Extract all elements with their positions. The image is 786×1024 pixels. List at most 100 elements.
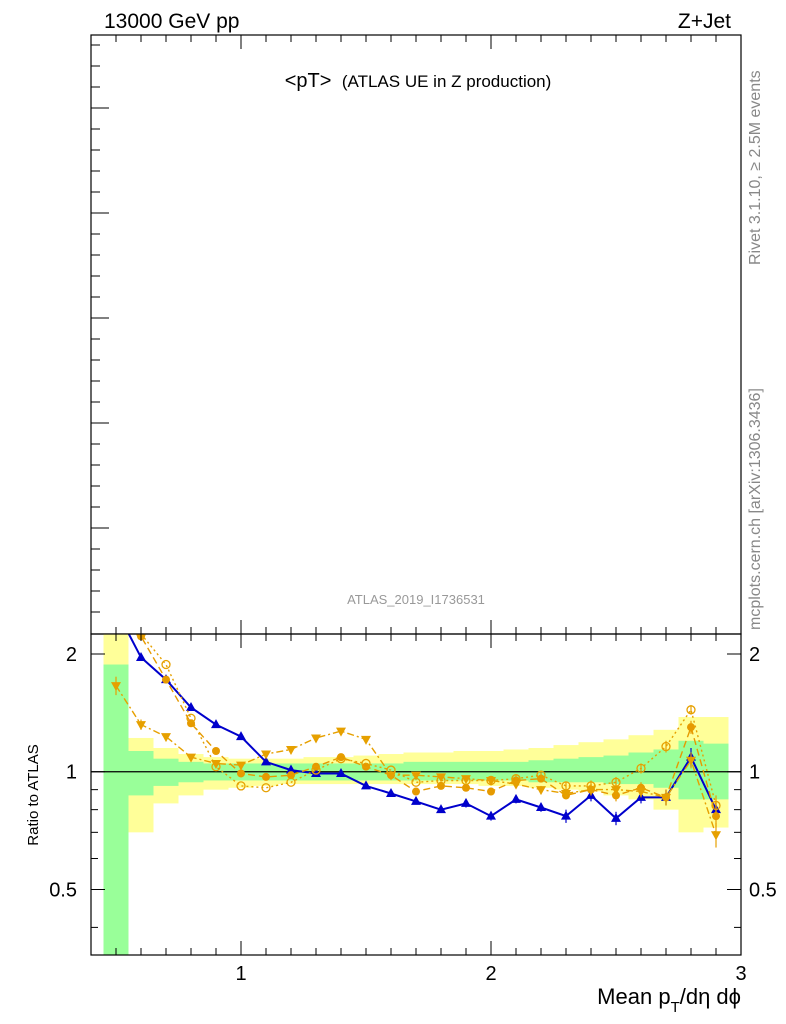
series-1-point [111,604,121,613]
series-2-point [112,599,120,607]
series-1-point [436,804,446,814]
x-axis-label-part2: /dη dϕ [680,984,741,1009]
x-tick-label: 2 [485,963,496,985]
series-2-point [687,723,695,732]
band-green-bin [653,749,679,788]
series-4-point [661,793,671,803]
series-1-point [561,810,571,820]
series-4-point [361,735,371,745]
series-2-point [462,783,470,792]
series-4-point [136,721,146,731]
y-tick-label-right: 1 [749,762,760,784]
source-label: mcplots.cern.ch [arXiv:1306.3436] [747,388,764,630]
y-tick-label-right: 2 [749,644,760,666]
y-tick-label-left: 2 [66,644,77,666]
series-4-point [261,750,271,760]
series-4-point [161,733,171,743]
series-3-point [286,777,296,787]
main-panel-ticks [91,35,742,634]
y-tick-label-left: 1 [66,762,77,784]
series-3-point [636,763,646,774]
plot-title-main: <pT> [285,70,332,92]
series-2-point [212,746,220,755]
series-4-point [461,775,471,785]
series-4-point [411,771,421,781]
series-4-point [686,756,696,766]
series-4-point [636,788,646,798]
energy-label: 13000 GeV pp [104,10,239,33]
series-1-point [136,651,146,661]
series-2-point [412,787,420,796]
y-tick-label-right: 0.5 [749,879,777,901]
series-4-point [611,786,621,796]
y-axis-label: Ratio to ATLAS [25,744,42,845]
series-3-point [361,758,371,769]
series-1-point [186,701,196,711]
series-4-point [111,682,121,692]
series-3-point [661,741,671,752]
x-axis-label-part1: Mean p [597,984,670,1009]
series-2-point [362,762,370,771]
series-3-point [236,781,246,791]
ratio-panel-ticks [91,634,741,955]
rivet-version-label: Rivet 3.1.10, ≥ 2.5M events [747,70,764,265]
series-1-point [311,767,321,777]
series-4-point [236,761,246,771]
series-2-point [487,787,495,796]
series-1-point [461,797,471,807]
plot-title-sub: (ATLAS UE in Z production) [342,72,551,91]
series-2-point [162,675,170,684]
series-1-point [261,756,271,766]
series-3-point [161,659,171,670]
x-tick-label: 1 [235,963,246,985]
series-1-point [211,719,221,729]
series-4-point [286,745,296,755]
series-4-point [711,831,721,841]
series-4-point [186,753,196,763]
main-panel-frame [90,34,742,635]
x-tick-label: 3 [735,963,746,985]
series-1-point [486,810,496,820]
analysis-label: ATLAS_2019_I1736531 [347,592,485,607]
series-1-point [511,793,521,803]
series-4-point [311,734,321,744]
band-green-bin [128,750,154,796]
series-4-point [211,759,221,769]
x-axis-label: Mean pT/dη dϕ [597,984,741,1016]
series-3-point [311,765,321,775]
series-4-point [436,773,446,783]
y-tick-label-left: 0.5 [49,879,77,901]
x-axis-label-subscript: T [671,999,680,1016]
series-3-point [186,713,196,723]
band-green-bin [578,757,604,783]
series-3-point [536,770,546,780]
series-3-point [686,705,696,715]
series-3-point [336,754,346,764]
tick-labels: 1 2 3 0.5 0.5 1 1 2 2 [49,644,777,985]
series-1-point [361,780,371,790]
series-3-point [261,783,271,793]
series-1-point [286,764,296,774]
process-label: Z+Jet [678,10,731,33]
series-4-point [561,789,571,799]
plot-title: <pT> (ATLAS UE in Z production) [285,70,552,92]
band-green-bin [103,664,129,955]
series-1-point [611,812,621,822]
band-green-bin [553,758,579,783]
series-4-point [486,776,496,786]
series-4-point [386,771,396,781]
series-1-point [536,802,546,812]
series-1-point [336,767,346,777]
series-2-point [262,772,270,781]
series-layer [111,599,721,848]
series-4-point [586,786,596,796]
series-2-point [237,769,245,778]
series-4-point [511,780,521,790]
series-1-point [411,795,421,805]
series-4-point [536,786,546,796]
series-3-point [711,800,721,811]
series-4-point [336,727,346,737]
series-1-point [386,787,396,797]
uncertainty-band-green [103,664,729,955]
